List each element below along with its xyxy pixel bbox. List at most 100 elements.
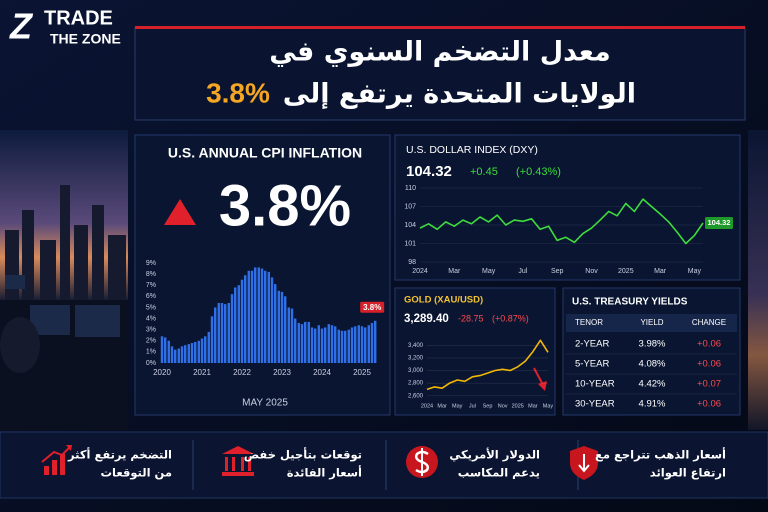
bar (320, 328, 324, 363)
y-tick-label: 3,000 (408, 368, 424, 374)
bar (270, 277, 274, 363)
bar (297, 323, 301, 363)
x-tick-label: 2021 (193, 368, 211, 377)
change: +0.06 (697, 359, 721, 370)
x-tick-label: 2020 (153, 368, 171, 377)
change: +0.06 (697, 339, 721, 350)
x-tick-label: 2025 (353, 368, 371, 377)
table-header: CHANGE (692, 318, 726, 327)
change: +0.06 (697, 399, 721, 410)
table-header: TENOR (575, 318, 603, 327)
bar (300, 324, 304, 363)
footer-text: من التوقعات (100, 466, 172, 481)
y-tick-label: 3,200 (408, 356, 424, 362)
bar (187, 344, 191, 363)
bar (247, 270, 251, 363)
annotation: 3.8% (363, 303, 381, 312)
x-tick-label: 2022 (233, 368, 251, 377)
y-tick-label: 101 (404, 240, 416, 247)
cpi-value: 3.8% (219, 173, 351, 238)
bar (310, 327, 314, 363)
bar (183, 345, 187, 363)
bar (243, 275, 247, 363)
table-header-bg (566, 314, 737, 332)
bar (333, 326, 337, 363)
bar (213, 307, 217, 363)
bar (217, 303, 221, 363)
bar (170, 346, 174, 363)
bar (220, 303, 224, 363)
bar (287, 307, 291, 363)
logo-line: THE ZONE (50, 31, 121, 47)
x-tick-label: Mar (654, 268, 667, 275)
bar (293, 318, 297, 363)
bar (350, 327, 354, 363)
y-tick-label: 0% (146, 360, 156, 367)
bar (230, 294, 234, 363)
y-tick-label: 107 (404, 203, 416, 210)
x-tick-label: 2024 (421, 403, 433, 409)
footer-text: توقعات بتأجيل خفض (244, 447, 362, 463)
footer-text: أسعار الذهب تتراجع مع (595, 447, 726, 462)
x-tick-label: Mar (437, 403, 447, 409)
footer-text: أسعار الفائدة (287, 465, 362, 480)
y-tick-label: 6% (146, 293, 156, 300)
x-tick-label: May (452, 403, 463, 409)
person (0, 317, 40, 373)
bar (360, 326, 364, 363)
date-label: MAY 2025 (242, 398, 288, 409)
line (426, 339, 549, 391)
change-pct: (+0.87%) (492, 313, 529, 323)
accent (135, 26, 745, 29)
tenor: 30-YEAR (575, 399, 615, 410)
skyline (5, 185, 126, 300)
change: -28.75 (458, 313, 484, 323)
x-tick-label: Jul (518, 268, 527, 275)
bar (190, 343, 194, 363)
bar (200, 338, 204, 363)
bar (317, 325, 321, 363)
treasury-panel (562, 287, 741, 416)
up-arrow (164, 199, 196, 225)
footer-text: يدعم المكاسب (458, 466, 540, 480)
price: 3,289.40 (404, 313, 449, 325)
x-tick-label: 2023 (273, 368, 291, 377)
panel-title: GOLD (XAU/USD) (404, 295, 483, 306)
icon-dollar (406, 446, 438, 478)
bar (290, 308, 294, 363)
bar (167, 340, 171, 363)
headline-highlight: 3.8% (206, 77, 270, 108)
bar (353, 326, 357, 363)
tenor: 2-YEAR (575, 339, 609, 350)
bar (210, 316, 214, 363)
x-tick-label: Sep (551, 268, 564, 275)
x-tick-label: 2025 (512, 403, 524, 409)
bar (177, 348, 181, 363)
icon-bank (222, 446, 254, 476)
bar (227, 303, 231, 363)
footer-text: التضخم يرتفع أكثر (67, 447, 172, 462)
footer-text: ارتفاع العوائد (650, 466, 726, 481)
bar (263, 270, 267, 363)
panel-title: U.S. ANNUAL CPI INFLATION (168, 145, 362, 161)
headline: الولايات المتحدة يرتفع إلى (283, 79, 636, 110)
x-tick-label: Jul (469, 403, 476, 409)
y-tick-label: 3% (146, 327, 156, 334)
x-tick-label: Nov (498, 403, 508, 409)
y-tick-label: 2,600 (408, 393, 424, 399)
x-tick-label: Mar (528, 403, 538, 409)
bar (257, 267, 261, 363)
footer-text: الدولار الأمريكي (449, 448, 540, 463)
x-tick-label: May (688, 268, 702, 275)
bar (273, 284, 277, 363)
y-tick-label: 2,800 (408, 381, 424, 387)
bar (277, 290, 281, 363)
bar (327, 324, 331, 363)
table-header: YIELD (640, 318, 663, 327)
y-tick-label: 1% (146, 349, 156, 356)
bar (233, 287, 237, 363)
icon-chart (41, 445, 72, 475)
end-label: 104.32 (708, 218, 731, 227)
line (419, 198, 704, 245)
